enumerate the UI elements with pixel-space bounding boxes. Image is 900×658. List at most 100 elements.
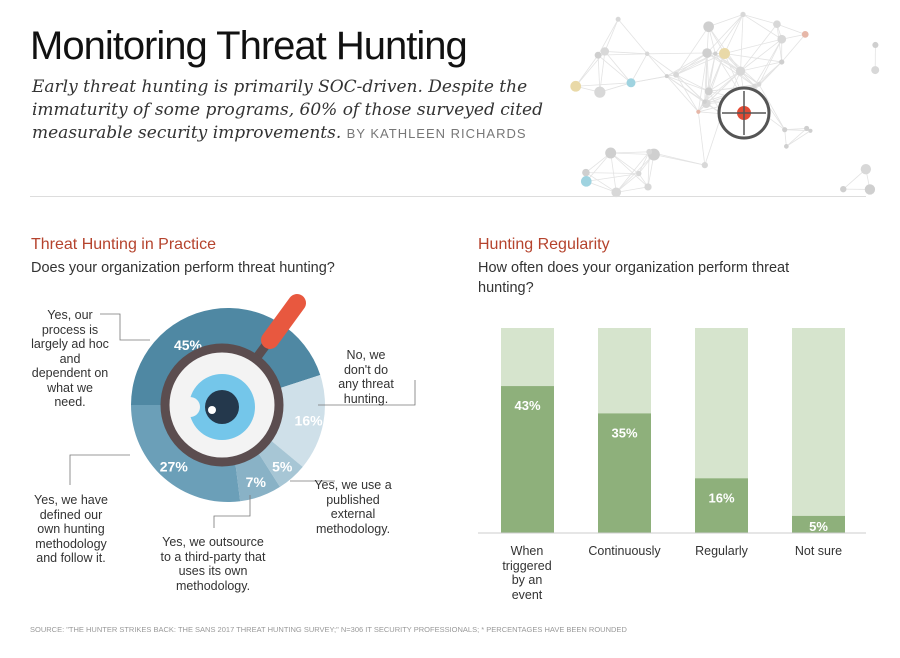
bar-title: Hunting Regularity bbox=[478, 236, 610, 253]
leader-line bbox=[213, 495, 251, 528]
network-line bbox=[597, 55, 601, 93]
network-node bbox=[702, 48, 712, 58]
network-line bbox=[706, 52, 755, 87]
network-node bbox=[782, 127, 788, 133]
network-node bbox=[752, 83, 757, 89]
network-node bbox=[696, 109, 701, 114]
donut-slice bbox=[270, 375, 325, 467]
network-line bbox=[784, 129, 787, 147]
network-node bbox=[777, 34, 787, 44]
network-node bbox=[701, 161, 708, 169]
slice-label: Yes, we use a published external methodo… bbox=[314, 478, 392, 536]
network-line bbox=[704, 113, 723, 166]
network-node bbox=[594, 86, 606, 98]
bar-value-label: 16% bbox=[708, 490, 734, 505]
slice-value-label: 27% bbox=[160, 459, 189, 475]
network-line bbox=[740, 61, 782, 72]
network-line bbox=[758, 61, 782, 85]
network-node bbox=[644, 183, 652, 191]
byline: BY KATHLEEN RICHARDS bbox=[346, 126, 527, 141]
network-line bbox=[646, 53, 677, 76]
subtitle-text: Early threat hunting is primarily SOC-dr… bbox=[32, 77, 543, 143]
network-line bbox=[586, 173, 639, 182]
network-target-icon bbox=[570, 11, 880, 198]
network-line bbox=[646, 53, 668, 77]
network-node bbox=[860, 164, 872, 175]
donut-question: Does your organization perform threat hu… bbox=[31, 260, 335, 276]
network-line bbox=[708, 53, 725, 92]
network-node bbox=[872, 41, 879, 49]
network-line bbox=[666, 75, 705, 103]
network-line bbox=[585, 172, 639, 174]
leader-line bbox=[318, 380, 416, 406]
network-line bbox=[786, 128, 807, 147]
category-label: Regularly bbox=[695, 544, 748, 558]
network-line bbox=[585, 152, 611, 182]
network-node bbox=[704, 87, 713, 96]
network-line bbox=[708, 14, 744, 28]
bar bbox=[792, 515, 845, 533]
network-line bbox=[604, 19, 619, 52]
network-line bbox=[742, 14, 778, 25]
bar-value-label: 43% bbox=[514, 398, 540, 413]
network-line bbox=[604, 51, 632, 84]
network-line bbox=[599, 51, 606, 93]
network-node bbox=[594, 51, 602, 59]
network-line bbox=[610, 152, 649, 188]
network-line bbox=[610, 152, 617, 193]
network-node bbox=[580, 176, 592, 187]
slice-value-label: 45% bbox=[174, 337, 203, 353]
network-line bbox=[706, 52, 741, 72]
network-node bbox=[615, 16, 621, 22]
network-line bbox=[697, 52, 708, 112]
network-line bbox=[616, 186, 649, 193]
network-line bbox=[708, 83, 760, 92]
network-node bbox=[719, 48, 731, 59]
subtitle: Early threat hunting is primarily SOC-dr… bbox=[32, 76, 552, 145]
network-node bbox=[644, 51, 650, 57]
bar-value-label: 5% bbox=[809, 519, 828, 534]
network-line bbox=[740, 14, 744, 72]
donut-slice bbox=[234, 451, 280, 502]
eye-highlight bbox=[180, 397, 200, 417]
network-node bbox=[570, 80, 582, 92]
network-node bbox=[871, 66, 880, 75]
bar bbox=[598, 413, 651, 533]
network-line bbox=[704, 70, 741, 103]
network-line bbox=[758, 39, 783, 85]
network-node bbox=[703, 21, 714, 33]
network-line bbox=[615, 151, 650, 193]
network-node bbox=[582, 168, 590, 177]
network-line bbox=[758, 84, 786, 130]
network-node bbox=[626, 78, 636, 88]
network-line bbox=[675, 74, 705, 103]
page-title: Monitoring Threat Hunting bbox=[30, 24, 468, 68]
slice-value-label: 7% bbox=[246, 474, 267, 490]
network-line bbox=[575, 54, 599, 87]
network-node bbox=[840, 185, 847, 193]
network-line bbox=[617, 19, 648, 55]
network-line bbox=[675, 53, 725, 76]
leader-line bbox=[100, 313, 150, 341]
network-line bbox=[610, 152, 639, 174]
source-note: SOURCE: "THE HUNTER STRIKES BACK: THE SA… bbox=[30, 625, 627, 634]
bar-background bbox=[792, 328, 845, 533]
slice-value-label: 5% bbox=[272, 459, 293, 475]
network-node bbox=[605, 147, 617, 159]
bar-question: How often does your organization perform… bbox=[478, 260, 790, 296]
network-line bbox=[708, 70, 741, 92]
network-node bbox=[808, 128, 813, 133]
donut-slice bbox=[257, 440, 303, 487]
network-line bbox=[754, 39, 783, 87]
network-line bbox=[666, 52, 708, 77]
network-node bbox=[600, 47, 610, 56]
category-label: Continuously bbox=[588, 544, 661, 558]
bar bbox=[501, 386, 554, 533]
network-line bbox=[615, 173, 640, 193]
network-line bbox=[724, 14, 744, 54]
network-node bbox=[784, 144, 789, 149]
network-line bbox=[706, 14, 744, 54]
network-line bbox=[704, 53, 708, 102]
